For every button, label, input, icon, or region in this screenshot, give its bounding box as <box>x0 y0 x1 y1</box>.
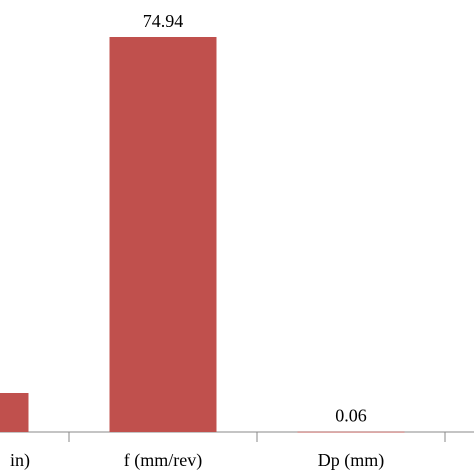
bar <box>297 431 405 433</box>
x-tick-label: Dp (mm) <box>318 450 385 471</box>
bar <box>109 37 217 432</box>
x-tick-label: in) <box>10 450 30 471</box>
data-label: 0.06 <box>335 406 367 426</box>
data-label: 74.94 <box>143 11 184 31</box>
x-tick-label: f (mm/rev) <box>124 450 202 471</box>
bar <box>0 392 29 432</box>
